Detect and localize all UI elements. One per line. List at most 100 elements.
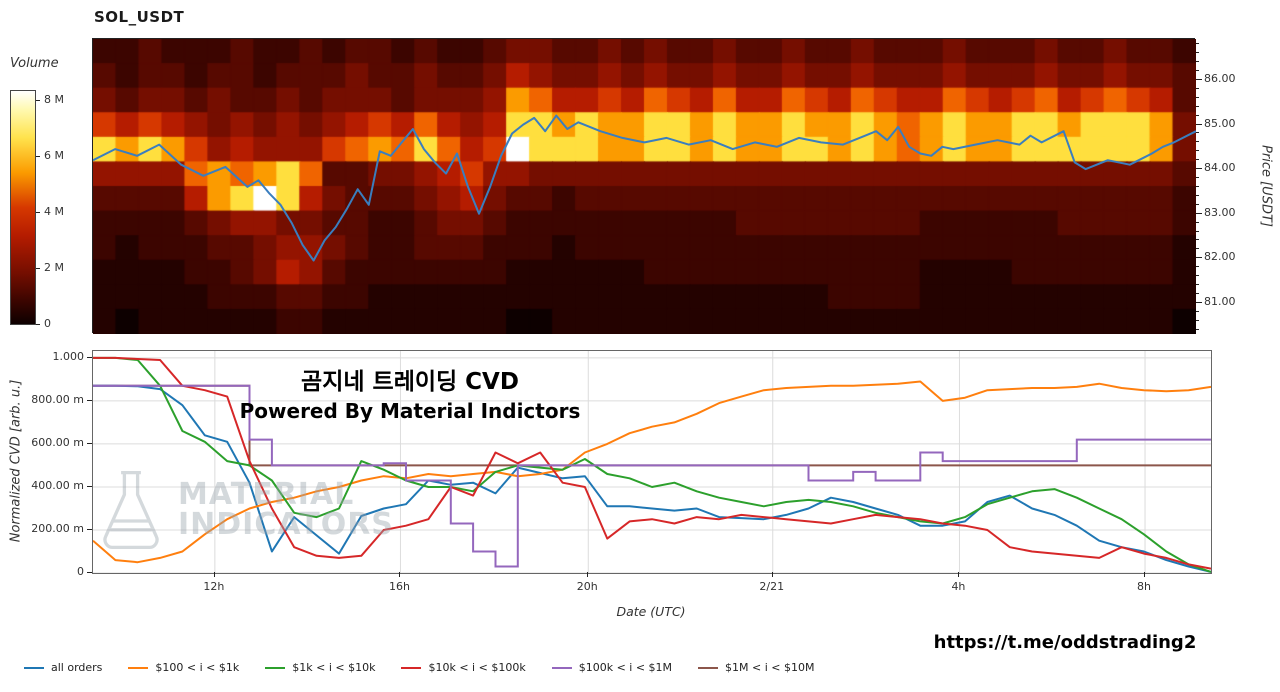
watermark-line1: MATERIAL <box>178 477 355 512</box>
chart-title: SOL_USDT <box>94 8 185 26</box>
cvd-overlay-subtitle: Powered By Material Indictors <box>239 399 581 423</box>
cvd-x-tick-mark <box>771 572 773 577</box>
watermark-line2: INDICATORS <box>178 507 394 542</box>
price-minor-tick <box>1196 257 1199 259</box>
series-line <box>93 384 1211 568</box>
telegram-url[interactable]: https://t.me/oddstrading2 <box>933 632 1197 653</box>
legend-label: $100k < i < $1M <box>578 661 673 674</box>
legend-item: $100 < i < $1k <box>128 661 239 674</box>
price-tick-label: 81.00 <box>1204 294 1236 308</box>
colorbar-title: Volume <box>10 56 59 71</box>
price-tick-label: 85.00 <box>1204 116 1236 130</box>
cvd-plot <box>92 350 1212 574</box>
series-line <box>93 356 1212 570</box>
price-tick-label: 84.00 <box>1204 161 1236 175</box>
cvd-y-tick-label: 800.00 m <box>31 392 84 406</box>
price-tick-mark <box>1196 301 1202 303</box>
price-tick-label: 82.00 <box>1204 250 1236 264</box>
price-line-overlay <box>93 114 1196 262</box>
price-minor-tick <box>1196 61 1199 63</box>
price-tick-label: 83.00 <box>1204 205 1236 219</box>
price-minor-tick <box>1196 310 1199 312</box>
volume-colorbar <box>10 90 36 325</box>
series-line <box>92 380 1212 564</box>
legend-swatch <box>265 666 286 669</box>
cvd-y-tick-mark <box>87 399 92 401</box>
cvd-x-tick-label: 8h <box>1137 580 1152 593</box>
legend-label: $1M < i < $10M <box>725 661 815 674</box>
price-minor-tick <box>1196 114 1199 116</box>
cvd-y-tick-mark <box>87 572 92 573</box>
legend-label: $10k < i < $100k <box>428 661 526 674</box>
price-minor-tick <box>1196 168 1199 170</box>
price-minor-tick <box>1196 292 1199 294</box>
cvd-x-tick-mark <box>399 572 401 577</box>
heatmap-plot <box>92 38 1196 334</box>
colorbar-tick-label: 2 M <box>44 261 64 274</box>
cvd-svg <box>92 351 1212 574</box>
volume-heatmap-canvas <box>93 39 1196 334</box>
cvd-x-tick-label: 16h <box>388 580 410 593</box>
colorbar-tick-label: 4 M <box>44 205 64 218</box>
cvd-y-tick-label: 400.00 m <box>31 478 84 492</box>
price-minor-tick <box>1196 96 1199 98</box>
price-tick-label: 86.00 <box>1204 71 1236 85</box>
price-minor-tick <box>1196 177 1199 179</box>
price-minor-tick <box>1196 70 1199 72</box>
price-minor-tick <box>1196 87 1199 89</box>
cvd-y-tick-label: 600.00 m <box>31 435 84 449</box>
price-minor-tick <box>1196 123 1199 125</box>
price-minor-tick <box>1196 230 1199 232</box>
price-minor-tick <box>1196 159 1199 161</box>
cvd-overlay-title: 곰지네 트레이딩 CVD <box>301 369 519 395</box>
price-minor-tick <box>1196 141 1199 143</box>
price-minor-tick <box>1196 283 1199 285</box>
cvd-x-tick-mark <box>213 572 215 577</box>
cvd-y-axis-title: Normalized CVD [arb. u.] <box>8 379 24 543</box>
cvd-y-tick-label: 1.000 <box>52 349 85 363</box>
legend-swatch <box>698 666 719 669</box>
cvd-x-tick-label: 4h <box>951 580 966 593</box>
price-minor-tick <box>1196 185 1199 187</box>
series-line <box>93 356 1212 573</box>
price-minor-tick <box>1196 43 1199 45</box>
cvd-y-tick-mark <box>87 356 92 358</box>
price-minor-tick <box>1196 52 1199 54</box>
legend-item: $10k < i < $100k <box>401 661 526 674</box>
price-minor-tick <box>1196 194 1199 196</box>
flask-icon <box>103 470 159 550</box>
cvd-x-tick-mark <box>1144 572 1146 577</box>
price-minor-tick <box>1196 301 1199 303</box>
price-minor-tick <box>1196 105 1199 107</box>
colorbar-tick-mark <box>36 100 40 101</box>
legend-label: $1k < i < $10k <box>292 661 376 674</box>
legend-label: $100 < i < $1k <box>155 661 240 674</box>
colorbar-tick-mark <box>36 212 40 213</box>
legend-swatch <box>128 666 149 669</box>
price-tick-mark <box>1196 123 1202 125</box>
cvd-y-tick-mark <box>87 485 92 487</box>
cvd-y-tick-mark <box>87 528 92 530</box>
price-minor-tick <box>1196 275 1199 277</box>
price-line <box>93 114 1196 262</box>
price-axis-title: Price [USDT] <box>1258 145 1274 227</box>
legend-swatch <box>401 666 422 669</box>
series-line <box>93 384 1212 573</box>
price-tick-mark <box>1196 168 1202 170</box>
material-indicators-watermark: MATERIAL INDICATORS <box>98 468 394 552</box>
legend-label: all orders <box>51 661 103 674</box>
price-tick-mark <box>1196 257 1202 259</box>
cvd-x-tick-mark <box>587 572 589 577</box>
cvd-y-tick-label: 200.00 m <box>31 521 84 535</box>
series-legend: all orders $100 < i < $1k $1k < i < $10k $1… <box>24 661 814 674</box>
cvd-y-tick-label: 0 <box>77 565 84 578</box>
legend-item: $1k < i < $10k <box>265 661 375 674</box>
cvd-x-axis-title: Date (UTC) <box>616 604 686 619</box>
price-minor-tick <box>1196 132 1199 134</box>
price-minor-tick <box>1196 248 1199 250</box>
price-minor-tick <box>1196 266 1199 268</box>
legend-swatch <box>24 666 44 669</box>
price-minor-tick <box>1196 203 1199 205</box>
colorbar-tick-mark <box>36 268 40 269</box>
